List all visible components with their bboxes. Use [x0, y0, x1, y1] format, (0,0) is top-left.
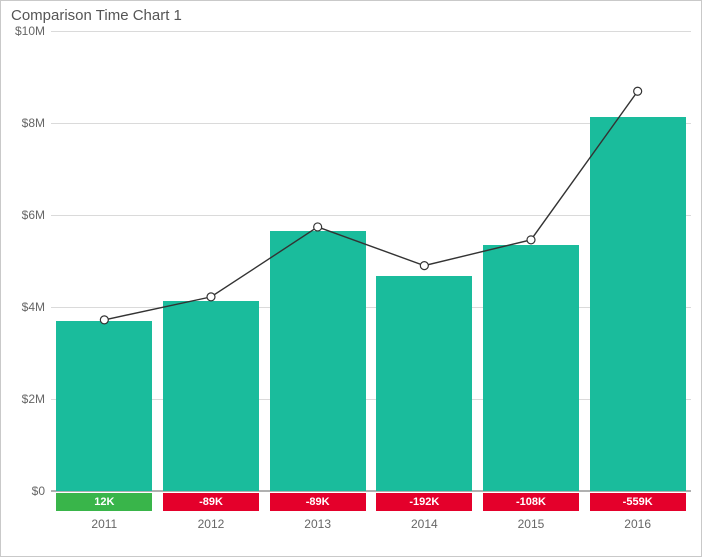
line-marker: [420, 262, 428, 270]
badge: -108K: [483, 493, 579, 511]
badge: 12K: [56, 493, 152, 511]
category-label: 2013: [264, 517, 371, 531]
line-marker: [527, 236, 535, 244]
category-label: 2014: [371, 517, 478, 531]
y-tick-label: $8M: [3, 116, 45, 130]
line-marker: [207, 293, 215, 301]
chart-title: Comparison Time Chart 1: [11, 7, 182, 24]
category-label: 2012: [158, 517, 265, 531]
badge: -559K: [590, 493, 686, 511]
category-label: 2011: [51, 517, 158, 531]
line-marker: [314, 223, 322, 231]
category-label: 2015: [478, 517, 585, 531]
chart-frame: Comparison Time Chart 1 $0$2M$4M$6M$8M$1…: [0, 0, 702, 557]
category-label: 2016: [584, 517, 691, 531]
trend-line: [104, 91, 637, 320]
line-marker: [100, 316, 108, 324]
line-marker: [634, 87, 642, 95]
y-tick-label: $6M: [3, 208, 45, 222]
y-tick-label: $10M: [3, 24, 45, 38]
badge: -89K: [163, 493, 259, 511]
y-tick-label: $0: [3, 484, 45, 498]
badge: -89K: [270, 493, 366, 511]
plot-area: $0$2M$4M$6M$8M$10M12K2011-89K2012-89K201…: [51, 31, 691, 491]
y-tick-label: $2M: [3, 392, 45, 406]
badge: -192K: [376, 493, 472, 511]
line-layer: [51, 31, 691, 491]
y-tick-label: $4M: [3, 300, 45, 314]
